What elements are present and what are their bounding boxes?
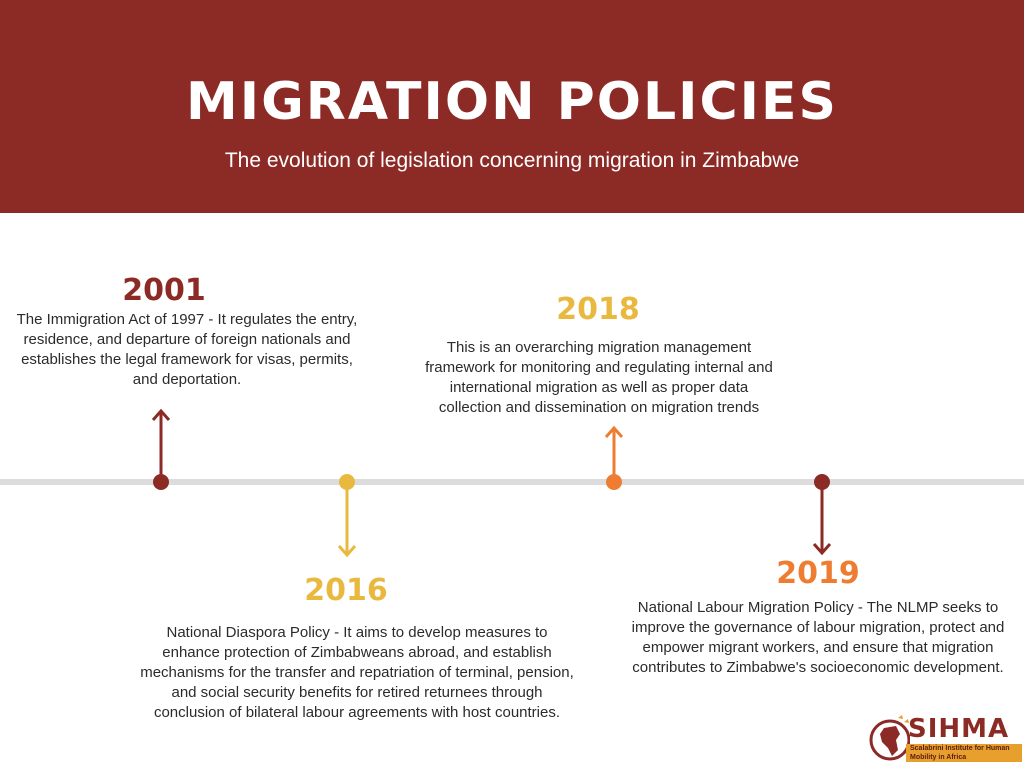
- arrow-up-icon: [604, 425, 624, 438]
- logo-name: SIHMA: [908, 714, 1010, 744]
- timeline-marker-2016: [337, 474, 357, 558]
- event-description-2019: National Labour Migration Policy - The N…: [631, 599, 1005, 676]
- event-description-2001: The Immigration Act of 1997 - It regulat…: [16, 311, 358, 388]
- logo-tagline: Scalabrini Institute for Human Mobility …: [906, 744, 1022, 762]
- event-year-2001: 2001: [122, 273, 206, 308]
- event-description-2016: National Diaspora Policy - It aims to de…: [140, 624, 574, 721]
- timeline-dot-2001: [153, 474, 169, 490]
- event-year-2018: 2018: [556, 292, 640, 327]
- page-title: MIGRATION POLICIES: [186, 72, 838, 132]
- header-banner: MIGRATION POLICIES The evolution of legi…: [0, 0, 1024, 213]
- timeline-marker-2001: [151, 408, 171, 490]
- arrow-down-icon: [812, 543, 832, 556]
- arrow-down-icon: [337, 545, 357, 558]
- event-year-2016: 2016: [304, 573, 388, 608]
- arrow-up-icon: [151, 408, 171, 421]
- timeline-line: [0, 479, 1024, 485]
- timeline-dot-2018: [606, 474, 622, 490]
- africa-globe-icon: [869, 715, 910, 761]
- event-description-2018: This is an overarching migration managem…: [425, 339, 773, 416]
- timeline-marker-2019: [812, 474, 832, 556]
- event-year-2019: 2019: [776, 556, 860, 591]
- timeline-marker-2018: [604, 425, 624, 490]
- sihma-logo: SIHMA Scalabrini Institute for Human Mob…: [866, 708, 1024, 768]
- page-subtitle: The evolution of legislation concerning …: [224, 149, 800, 172]
